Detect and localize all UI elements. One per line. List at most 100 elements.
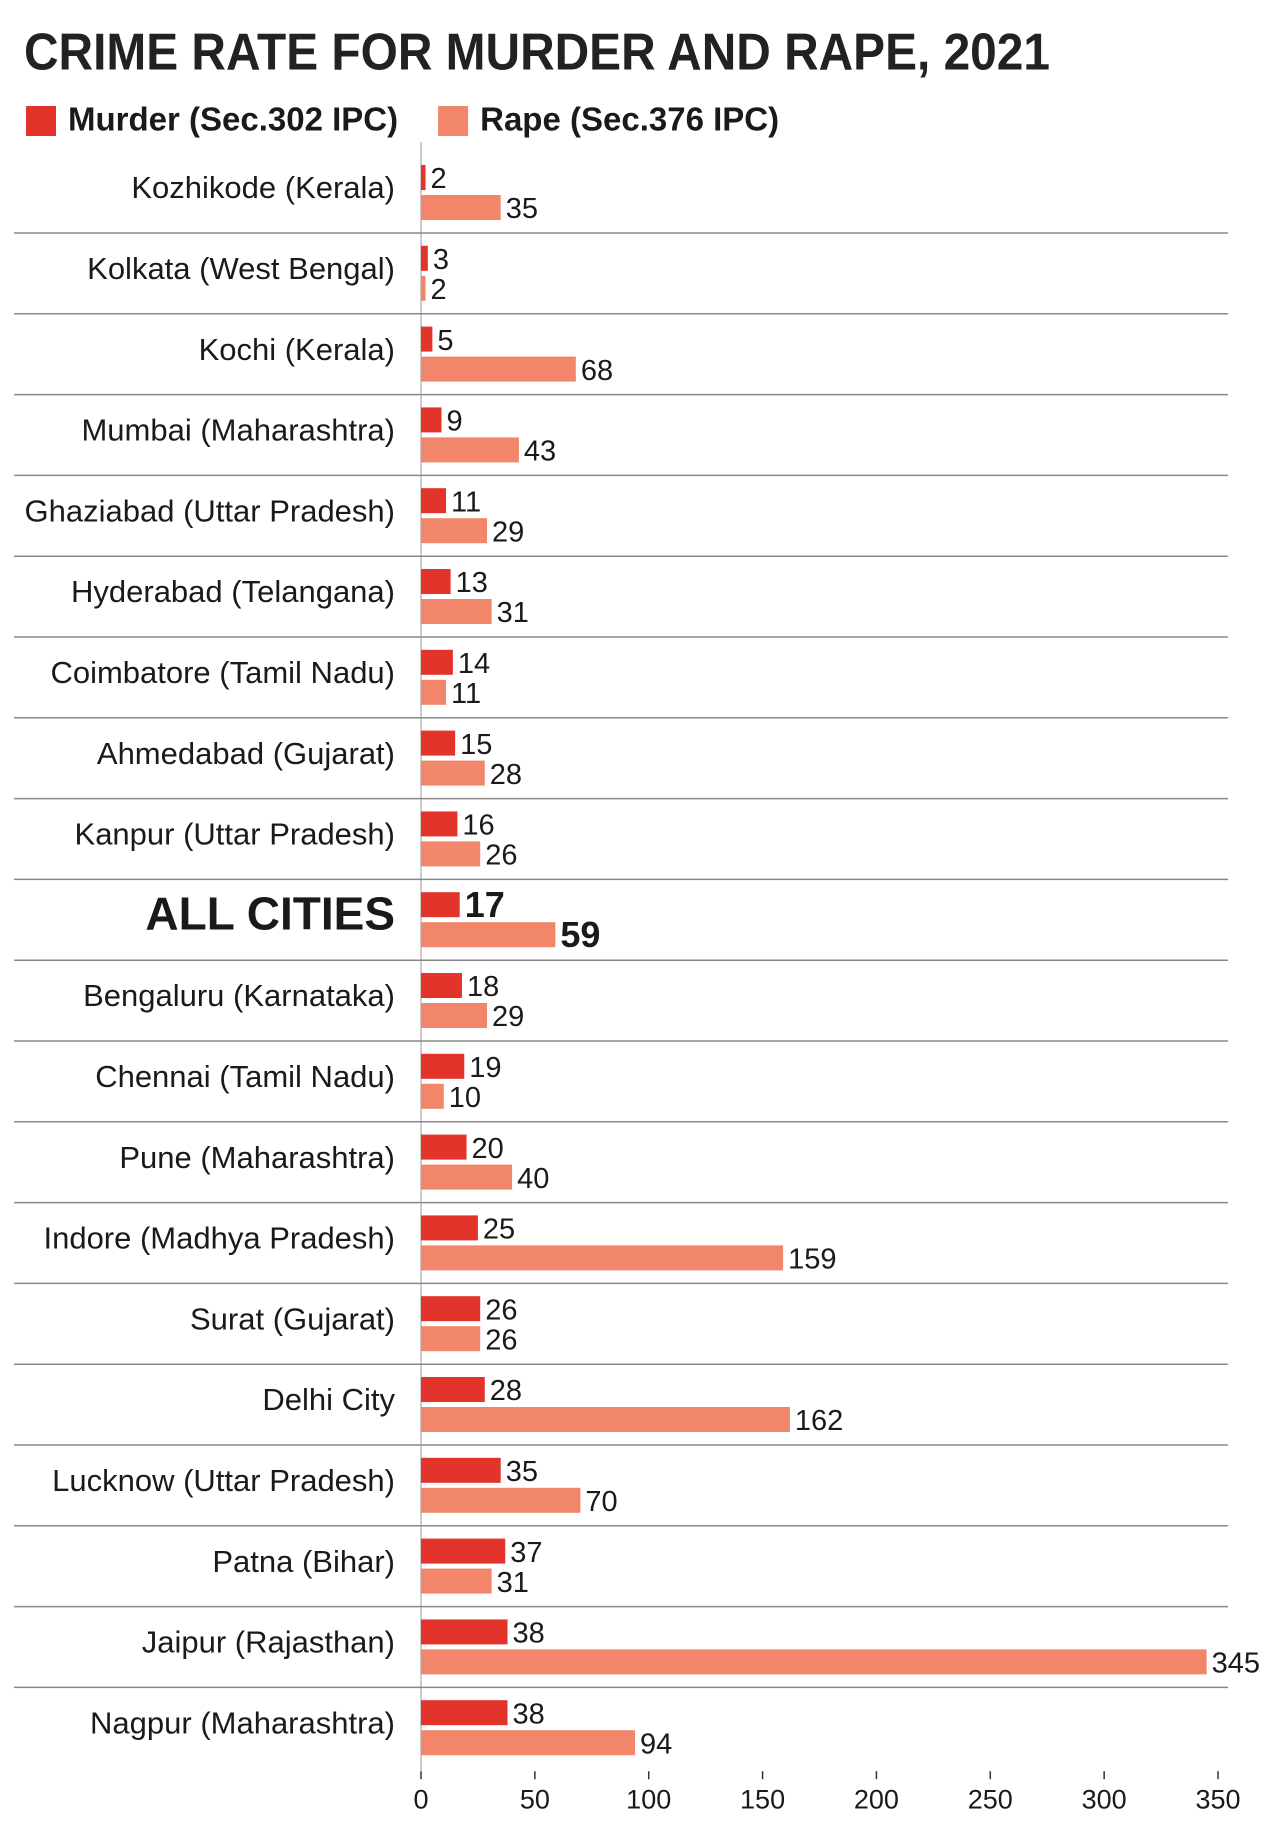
category-label: Kolkata (West Bengal) <box>87 251 395 286</box>
value-label: 38 <box>513 1698 545 1730</box>
value-label: 11 <box>451 486 481 518</box>
category-label: Nagpur (Maharashtra) <box>90 1705 395 1740</box>
value-label: 3 <box>433 244 449 276</box>
bar <box>421 649 453 675</box>
legend-swatch <box>438 106 469 136</box>
category-label: Jaipur (Rajasthan) <box>142 1625 395 1660</box>
value-label: 68 <box>581 355 613 387</box>
category-label: Ahmedabad (Gujarat) <box>97 736 395 771</box>
bar <box>421 1487 581 1513</box>
chart-title: CRIME RATE FOR MURDER AND RAPE, 2021 <box>24 24 1050 82</box>
x-tick-label: 350 <box>1195 1784 1240 1814</box>
value-label: 94 <box>640 1728 672 1760</box>
bar <box>421 1083 444 1109</box>
value-label: 5 <box>437 325 453 357</box>
bar <box>421 760 485 786</box>
category-label: Pune (Maharashtra) <box>119 1140 395 1175</box>
value-label: 26 <box>485 840 517 872</box>
value-label: 2 <box>431 274 447 306</box>
value-label: 25 <box>483 1214 515 1246</box>
value-label: 40 <box>517 1163 549 1195</box>
x-tick-label: 0 <box>413 1784 428 1814</box>
x-tick-label: 250 <box>968 1784 1013 1814</box>
value-label: 38 <box>513 1618 545 1650</box>
bar <box>421 841 481 867</box>
value-label: 18 <box>467 971 499 1003</box>
category-label: Kozhikode (Kerala) <box>131 170 395 205</box>
value-label: 31 <box>497 1567 529 1599</box>
bar <box>421 275 426 301</box>
bar <box>421 356 576 382</box>
bar <box>421 1457 501 1483</box>
bar <box>421 569 451 594</box>
bar <box>421 1326 481 1352</box>
bar <box>421 892 460 918</box>
category-label: ALL CITIES <box>145 887 395 939</box>
category-label: Bengaluru (Karnataka) <box>83 978 395 1013</box>
value-label: 13 <box>456 567 488 599</box>
x-tick-label: 100 <box>626 1784 671 1814</box>
value-label: 16 <box>462 810 494 842</box>
bar <box>421 437 519 463</box>
bar <box>421 1619 508 1645</box>
legend-label: Murder (Sec.302 IPC) <box>68 101 398 138</box>
value-label: 17 <box>465 884 505 925</box>
bar <box>421 1053 465 1079</box>
category-label: Ghaziabad (Uttar Pradesh) <box>25 493 395 528</box>
value-label: 29 <box>492 516 524 548</box>
bar <box>421 1134 467 1160</box>
value-label: 20 <box>472 1133 504 1165</box>
bar <box>421 1538 506 1564</box>
legend-swatch <box>26 106 56 136</box>
bar <box>421 1164 513 1190</box>
value-label: 14 <box>458 648 490 680</box>
value-label: 26 <box>485 1324 517 1356</box>
bar <box>421 488 447 514</box>
x-tick-label: 200 <box>854 1784 899 1814</box>
value-label: 11 <box>451 678 481 710</box>
bar <box>421 1245 784 1271</box>
value-label: 31 <box>497 597 529 629</box>
category-label: Mumbai (Maharashtra) <box>81 413 395 448</box>
bar <box>421 730 456 756</box>
bar <box>421 165 426 190</box>
bar <box>421 1215 478 1241</box>
bar <box>421 922 556 948</box>
bar <box>421 195 501 220</box>
category-label: Coimbatore (Tamil Nadu) <box>50 655 395 690</box>
category-label: Lucknow (Uttar Pradesh) <box>52 1463 395 1498</box>
value-label: 15 <box>460 729 492 761</box>
bar <box>421 1003 488 1028</box>
bar <box>421 973 462 998</box>
value-label: 9 <box>446 406 462 438</box>
bar <box>421 1700 508 1726</box>
category-label: Patna (Bihar) <box>212 1544 395 1579</box>
value-label: 345 <box>1212 1648 1260 1680</box>
bar <box>421 1377 485 1402</box>
bar <box>421 1649 1207 1675</box>
x-tick-label: 150 <box>740 1784 785 1814</box>
bar <box>421 679 447 705</box>
value-label: 2 <box>431 163 447 195</box>
value-label: 43 <box>524 436 556 468</box>
bar <box>421 599 492 624</box>
category-label: Hyderabad (Telangana) <box>71 574 395 609</box>
value-label: 70 <box>585 1486 617 1518</box>
x-tick-label: 300 <box>1082 1784 1127 1814</box>
bar <box>421 811 458 837</box>
category-label: Kanpur (Uttar Pradesh) <box>75 817 395 852</box>
value-label: 19 <box>469 1052 501 1084</box>
legend-label: Rape (Sec.376 IPC) <box>480 101 779 138</box>
value-label: 159 <box>788 1244 836 1276</box>
category-label: Chennai (Tamil Nadu) <box>95 1059 395 1094</box>
bar <box>421 326 433 352</box>
bar <box>421 1296 481 1322</box>
value-label: 59 <box>560 914 600 955</box>
bar <box>421 245 428 271</box>
value-label: 35 <box>506 1456 538 1488</box>
category-label: Indore (Madhya Pradesh) <box>43 1221 395 1256</box>
value-label: 29 <box>492 1001 524 1033</box>
value-label: 28 <box>490 1375 522 1407</box>
value-label: 162 <box>795 1405 843 1437</box>
